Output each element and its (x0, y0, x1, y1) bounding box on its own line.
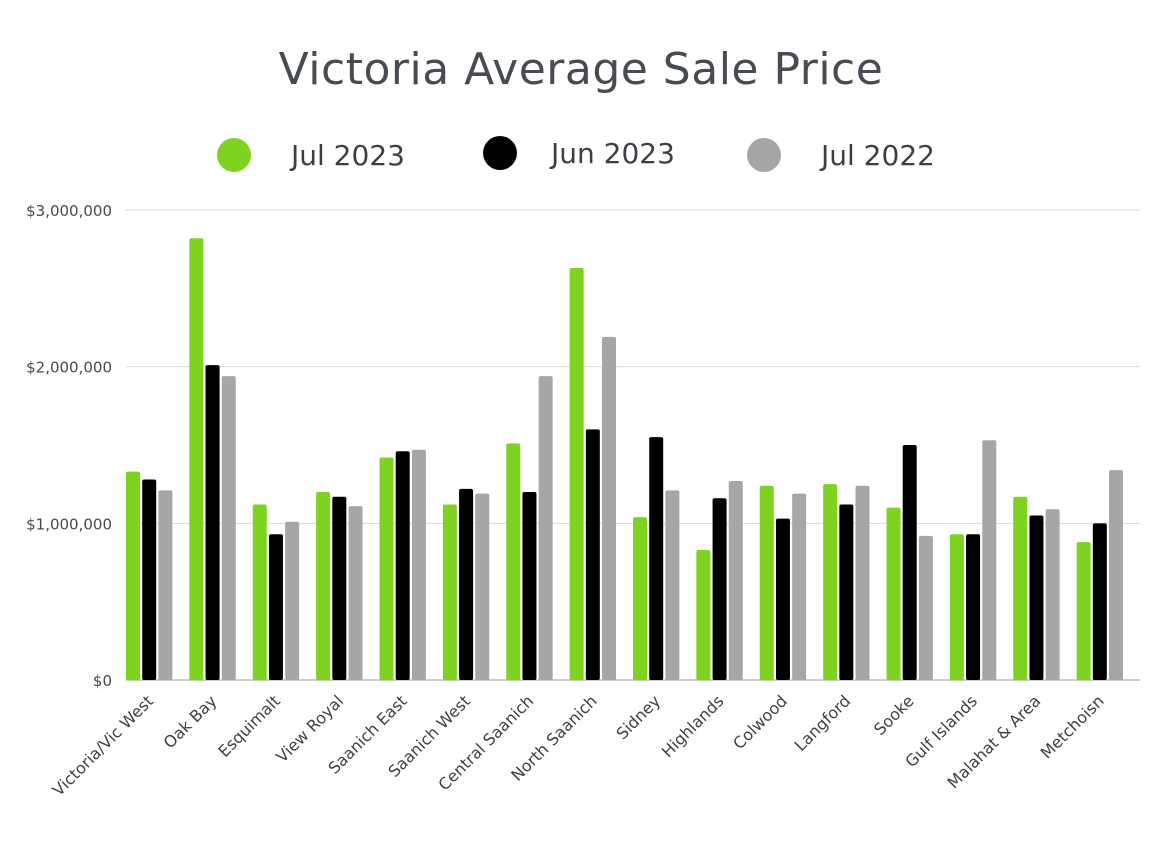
bar-malahat-area-jul-2023[interactable] (1013, 496, 1028, 680)
legend-swatch-jul-2023 (217, 138, 251, 172)
bar-malahat-area-jul-2022[interactable] (1045, 509, 1060, 680)
bar-sooke-jun-2023[interactable] (902, 445, 917, 680)
bar-saanich-west-jun-2023[interactable] (459, 488, 474, 680)
y-tick-label-0: $0 (93, 672, 112, 690)
legend-item-jul-2022[interactable]: Jul 2022 (747, 130, 935, 180)
bar-central-saanich-jul-2023[interactable] (506, 443, 521, 680)
bar-gulf-islands-jun-2023[interactable] (966, 534, 981, 680)
bar-highlands-jun-2023[interactable] (712, 498, 727, 680)
bar-gulf-islands-jul-2023[interactable] (949, 534, 964, 680)
legend: Jul 2023 Jun 2023 Jul 2022 (0, 130, 1162, 180)
bar-saanich-east-jul-2023[interactable] (379, 457, 394, 680)
x-tick-label-langford: Langford (791, 691, 855, 755)
bar-esquimalt-jun-2023[interactable] (268, 534, 283, 680)
bar-view-royal-jun-2023[interactable] (332, 496, 347, 680)
y-tick-label-2: $2,000,000 (26, 359, 112, 377)
bar-north-saanich-jul-2022[interactable] (602, 336, 617, 680)
bar-saanich-west-jul-2022[interactable] (475, 493, 490, 680)
legend-label-jun-2023: Jun 2023 (551, 136, 675, 170)
bar-view-royal-jul-2023[interactable] (316, 492, 331, 680)
bar-esquimalt-jul-2022[interactable] (285, 521, 300, 680)
x-tick-label-colwood: Colwood (729, 691, 791, 753)
legend-swatch-jun-2023 (483, 136, 517, 170)
legend-label-jul-2023: Jul 2023 (291, 138, 405, 172)
bar-colwood-jul-2022[interactable] (792, 493, 807, 680)
bar-gulf-islands-jul-2022[interactable] (982, 440, 997, 680)
bar-north-saanich-jun-2023[interactable] (585, 429, 600, 680)
x-tick-label-sidney: Sidney (612, 691, 664, 743)
bar-langford-jun-2023[interactable] (839, 504, 854, 680)
bar-victoria-vic-west-jul-2023[interactable] (126, 471, 140, 680)
bar-victoria-vic-west-jul-2022[interactable] (158, 490, 173, 680)
bar-metchoisn-jul-2022[interactable] (1109, 470, 1124, 680)
bar-north-saanich-jul-2023[interactable] (569, 267, 584, 680)
bar-oak-bay-jun-2023[interactable] (205, 365, 220, 680)
bar-oak-bay-jul-2023[interactable] (189, 238, 204, 680)
x-tick-label-metchoisn: Metchoisn (1037, 691, 1108, 762)
y-tick-label-1: $1,000,000 (26, 515, 112, 533)
bar-sidney-jun-2023[interactable] (649, 437, 664, 680)
bar-oak-bay-jul-2022[interactable] (221, 376, 236, 680)
x-tick-label-oak-bay: Oak Bay (160, 691, 221, 752)
x-tick-label-highlands: Highlands (658, 691, 728, 761)
x-tick-label-victoria-vic-west: Victoria/Vic West (49, 691, 157, 799)
bar-metchoisn-jul-2023[interactable] (1076, 542, 1091, 680)
bar-saanich-west-jul-2023[interactable] (442, 504, 457, 680)
y-tick-label-3: $3,000,000 (26, 202, 112, 220)
legend-item-jul-2023[interactable]: Jul 2023 (217, 130, 405, 180)
legend-label-jul-2022: Jul 2022 (821, 138, 935, 172)
bar-central-saanich-jun-2023[interactable] (522, 492, 537, 680)
bar-victoria-vic-west-jun-2023[interactable] (142, 479, 157, 680)
bar-langford-jul-2022[interactable] (855, 485, 870, 680)
bar-esquimalt-jul-2023[interactable] (252, 504, 267, 680)
bar-malahat-area-jun-2023[interactable] (1029, 515, 1044, 681)
x-tick-label-sooke: Sooke (870, 691, 918, 739)
bars (126, 238, 1124, 681)
bar-view-royal-jul-2022[interactable] (348, 506, 363, 680)
y-axis-ticks: $0 $1,000,000 $2,000,000 $3,000,000 (26, 202, 112, 690)
bar-colwood-jun-2023[interactable] (775, 518, 790, 680)
bar-sidney-jul-2022[interactable] (665, 490, 680, 680)
bar-sooke-jul-2022[interactable] (918, 535, 933, 680)
bar-highlands-jul-2023[interactable] (696, 549, 711, 680)
bar-sidney-jul-2023[interactable] (633, 517, 647, 680)
chart-title: Victoria Average Sale Price (278, 44, 884, 95)
bar-saanich-east-jul-2022[interactable] (411, 449, 426, 680)
legend-swatch-jul-2022 (747, 138, 781, 172)
bar-langford-jul-2023[interactable] (823, 484, 838, 680)
bar-colwood-jul-2023[interactable] (759, 485, 774, 680)
legend-item-jun-2023[interactable]: Jun 2023 (483, 128, 675, 178)
bar-metchoisn-jun-2023[interactable] (1092, 523, 1107, 680)
bar-highlands-jul-2022[interactable] (728, 481, 743, 680)
bar-saanich-east-jun-2023[interactable] (395, 451, 410, 680)
bar-central-saanich-jul-2022[interactable] (538, 376, 553, 680)
bar-sooke-jul-2023[interactable] (886, 507, 901, 680)
